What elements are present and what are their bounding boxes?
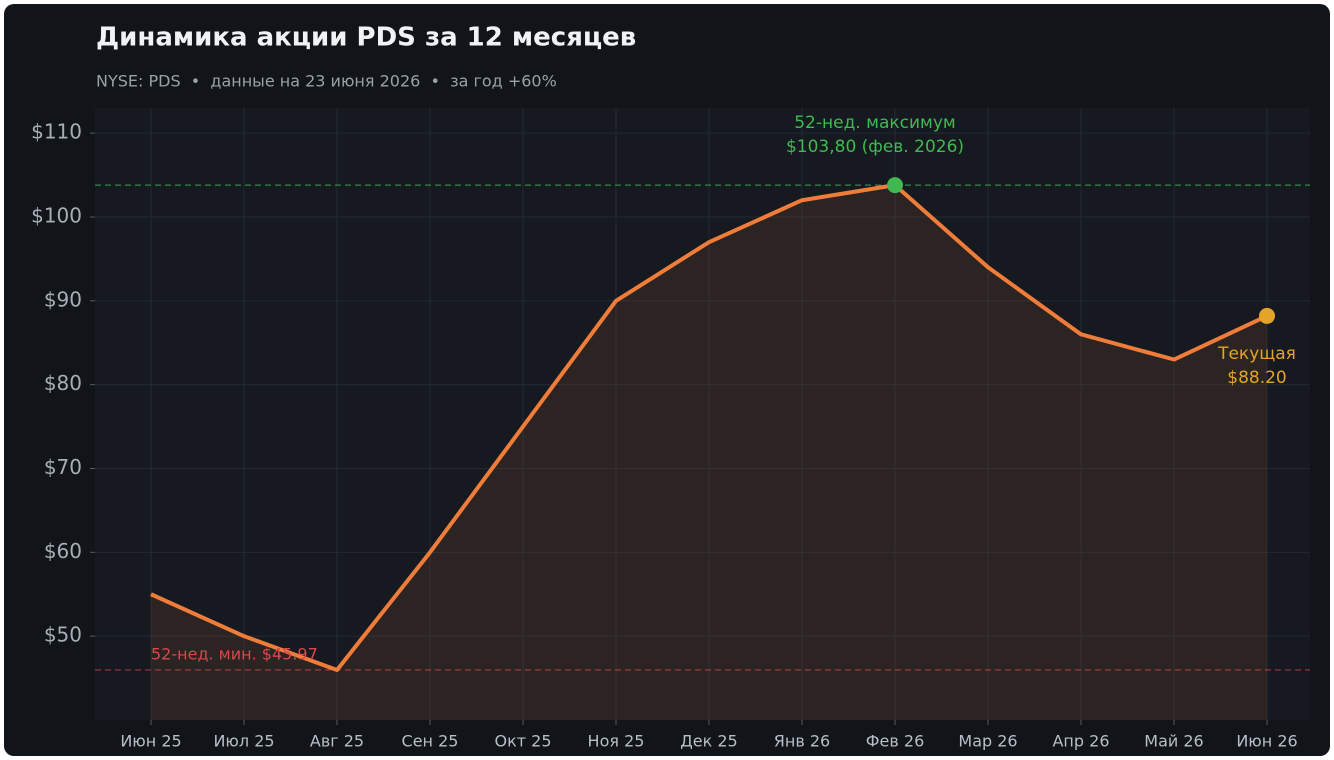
x-tick-label: Июл 25 bbox=[213, 732, 274, 751]
x-tick-label: Фев 26 bbox=[866, 732, 925, 751]
annotation: $88.20 bbox=[1227, 368, 1286, 388]
plot-area bbox=[95, 108, 1310, 720]
x-tick-label: Июн 26 bbox=[1236, 732, 1297, 751]
y-tick-label: $110 bbox=[31, 120, 82, 144]
annotation: $103,80 (фев. 2026) bbox=[786, 137, 964, 157]
area bbox=[151, 185, 1267, 720]
current-marker bbox=[1259, 307, 1275, 324]
line bbox=[150, 183, 1268, 672]
y-tick-label: $90 bbox=[44, 287, 82, 311]
chart-title: Динамика акции PDS за 12 месяцев bbox=[96, 23, 636, 53]
x-tick-label: Авг 25 bbox=[310, 732, 364, 751]
y-tick-label: $100 bbox=[31, 203, 82, 227]
x-tick-label: Май 26 bbox=[1144, 732, 1203, 751]
x-tick-label: Мар 26 bbox=[958, 732, 1017, 751]
annotation: 52-нед. максимум bbox=[794, 113, 956, 133]
y-tick-label: $50 bbox=[44, 623, 82, 647]
x-tick-label: Ноя 25 bbox=[588, 732, 645, 751]
high-marker bbox=[887, 177, 903, 194]
x-tick-label: Янв 26 bbox=[774, 732, 830, 751]
x-tick-label: Окт 25 bbox=[494, 732, 551, 751]
chart-subtitle: NYSE: PDS • данные на 23 июня 2026 • за … bbox=[96, 72, 557, 91]
y-tick-label: $60 bbox=[44, 539, 82, 563]
y-tick-label: $80 bbox=[44, 371, 82, 395]
annotation: 52-нед. мин. $45.97 bbox=[151, 644, 318, 663]
annotation: Текущая bbox=[1217, 344, 1296, 364]
x-tick-label: Сен 25 bbox=[402, 732, 459, 751]
x-tick-label: Дек 25 bbox=[680, 732, 737, 751]
x-tick-label: Апр 26 bbox=[1052, 732, 1109, 751]
x-tick-label: Июн 25 bbox=[120, 732, 181, 751]
y-tick-label: $70 bbox=[44, 455, 82, 479]
